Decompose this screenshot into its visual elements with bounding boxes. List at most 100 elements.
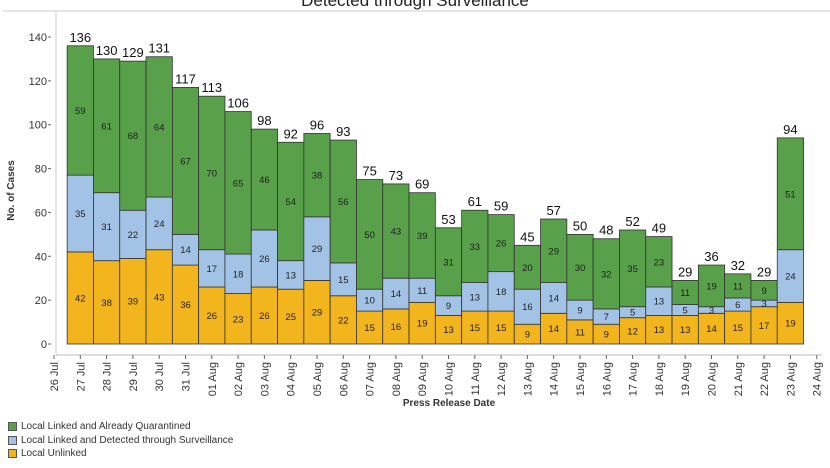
- y-tick-label: 60: [35, 207, 47, 219]
- total-label: 96: [310, 117, 324, 132]
- bar-segment: [513, 244, 541, 290]
- x-tick-label: 06 Aug: [338, 362, 350, 396]
- segment-label: 9: [604, 330, 609, 341]
- x-tick-label: 14 Aug: [549, 362, 561, 396]
- bar-segment: [619, 229, 647, 308]
- bar-segment: [671, 280, 699, 305]
- legend-item-surveillance[interactable]: Local Linked and Detected through Survei…: [8, 434, 233, 448]
- segment-label: 13: [285, 270, 296, 281]
- segment-label: 24: [154, 219, 165, 230]
- x-tick-label: 09 Aug: [417, 362, 429, 396]
- segment-label: 16: [391, 322, 402, 333]
- segment-label: 23: [233, 314, 244, 325]
- bar-segment: [224, 253, 252, 294]
- segment-label: 14: [180, 245, 191, 256]
- legend-item-quarantined[interactable]: Local Linked and Already Quarantined: [8, 420, 233, 434]
- segment-label: 59: [75, 106, 86, 117]
- total-label: 130: [96, 43, 118, 58]
- bar-segment: [382, 183, 410, 279]
- y-tick-label: 100: [29, 120, 47, 132]
- segment-label: 38: [101, 298, 112, 309]
- x-tick-label: 19 Aug: [680, 362, 692, 396]
- total-label: 113: [201, 80, 222, 95]
- segment-label: 10: [364, 296, 375, 307]
- x-tick-label: 23 Aug: [785, 362, 797, 396]
- x-tick-label: 28 Jul: [102, 362, 114, 391]
- segment-label: 12: [627, 326, 638, 337]
- segment-label: 6: [735, 300, 740, 311]
- legend-item-unlinked[interactable]: Local Unlinked: [8, 447, 233, 461]
- total-label: 50: [573, 218, 587, 233]
- bar-segment: [434, 227, 463, 297]
- y-axis-title: No. of Cases: [6, 160, 17, 221]
- segment-label: 14: [391, 289, 402, 300]
- bar-segment: [329, 139, 357, 264]
- segment-label: 39: [417, 231, 428, 242]
- segment-label: 20: [522, 263, 533, 274]
- segment-label: 19: [706, 281, 717, 292]
- segment-label: 35: [75, 209, 86, 220]
- x-tick-label: 16 Aug: [601, 362, 613, 396]
- bar-segment: [277, 288, 305, 345]
- bar-segment: [540, 218, 568, 283]
- total-label: 49: [652, 221, 666, 236]
- segment-label: 26: [496, 239, 507, 250]
- segment-label: 31: [443, 257, 454, 268]
- total-label: 57: [546, 203, 560, 218]
- bar-segment: [93, 192, 121, 262]
- segment-label: 68: [128, 131, 139, 142]
- y-tick-label: 40: [35, 251, 47, 263]
- segment-label: 35: [627, 264, 638, 275]
- total-label: 131: [148, 41, 170, 56]
- legend-label: Local Linked and Already Quarantined: [21, 421, 191, 432]
- total-label: 61: [468, 194, 482, 209]
- segment-label: 19: [785, 319, 796, 330]
- segment-label: 64: [154, 122, 165, 133]
- bar-segment: [119, 209, 147, 259]
- legend-label: Local Unlinked: [21, 448, 87, 459]
- bar-segment: [408, 192, 436, 279]
- bar-segment: [93, 58, 121, 194]
- bar-segment: [776, 137, 804, 251]
- segment-label: 26: [259, 311, 270, 322]
- bar-segment: [382, 277, 410, 310]
- segment-label: 14: [706, 324, 717, 335]
- bar-segment: [329, 262, 357, 297]
- total-label: 32: [731, 258, 745, 273]
- bar-segment: [566, 233, 594, 301]
- total-label: 73: [389, 168, 403, 183]
- segment-label: 13: [654, 297, 665, 308]
- segment-label: 11: [575, 327, 585, 338]
- segment-label: 16: [522, 302, 533, 313]
- segment-label: 31: [101, 222, 112, 233]
- segment-label: 15: [470, 323, 481, 334]
- segment-label: 22: [128, 230, 139, 241]
- total-label: 69: [415, 177, 429, 192]
- segment-label: 13: [470, 292, 481, 303]
- x-tick-label: 01 Aug: [207, 362, 219, 396]
- total-label: 75: [362, 164, 376, 179]
- segment-label: 18: [233, 269, 244, 280]
- bar-segment: [513, 288, 541, 325]
- x-tick-label: 11 Aug: [470, 362, 482, 395]
- total-label: 93: [336, 124, 350, 139]
- segment-label: 23: [654, 257, 665, 268]
- x-tick-label: 13 Aug: [522, 362, 534, 396]
- legend-swatch: [8, 449, 17, 459]
- bar-segment: [619, 317, 647, 345]
- x-tick-label: 20 Aug: [707, 362, 719, 396]
- x-tick-label: 17 Aug: [628, 362, 640, 396]
- bar-segment: [540, 282, 568, 314]
- legend-swatch: [8, 422, 17, 432]
- x-tick-label: 30 Jul: [154, 362, 166, 391]
- bar-segment: [66, 45, 94, 176]
- segment-label: 36: [180, 300, 191, 311]
- segment-label: 29: [312, 244, 323, 255]
- bar-segment: [171, 264, 200, 345]
- bar-segment: [171, 87, 200, 235]
- segment-label: 29: [548, 246, 559, 257]
- segment-label: 19: [417, 319, 428, 330]
- total-label: 117: [175, 71, 196, 86]
- bar-segment: [356, 310, 384, 345]
- x-tick-label: 29 Jul: [128, 362, 140, 391]
